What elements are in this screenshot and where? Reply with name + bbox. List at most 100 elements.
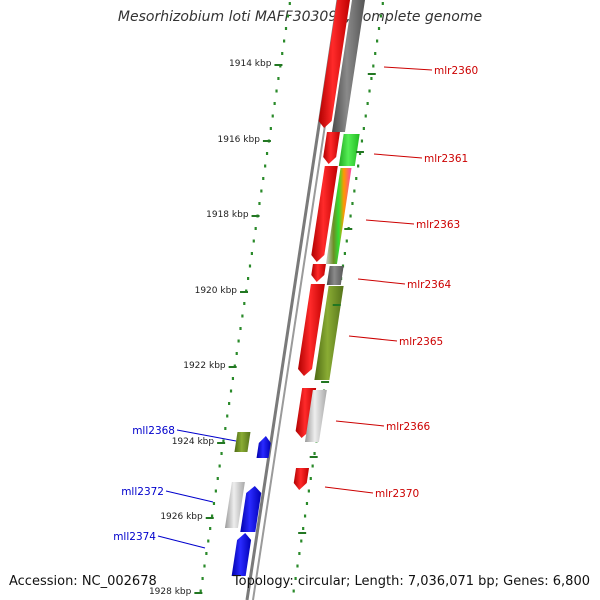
gene-label-mlr2361[interactable]: mlr2361 [424,153,468,165]
gene-leader-line [373,153,423,159]
inner-track-dot [201,577,204,580]
outer-track-dot [374,52,377,55]
gene-block-light [304,390,327,442]
inner-track-dot [224,427,227,430]
gene-label-mlr2366[interactable]: mlr2366 [386,421,431,433]
inner-track-dot [222,439,225,443]
outer-track-dot [309,477,312,480]
gene-label-mlr2370[interactable]: mlr2370 [375,488,419,500]
gene-arrow-mlr2365 [298,284,325,376]
outer-track-dot [300,539,303,543]
gene-label-mlr2365[interactable]: mlr2365 [399,336,443,348]
gene-leader-line [348,335,398,342]
outer-track-dot [355,177,358,180]
gene-label-mll2372[interactable]: mll2372 [121,486,164,498]
inner-track-dot [283,39,286,43]
gene-block-gray [326,266,344,285]
inner-track-dot [216,477,219,480]
inner-track-dot [199,589,202,593]
outer-track-dot [357,164,360,168]
gene-label-mll2374[interactable]: mll2374 [113,531,156,543]
inner-track-dot [281,52,284,55]
inner-track-dot [243,302,246,305]
gene-leader-line [176,429,237,442]
kbp-label: 1926 kbp [160,512,203,522]
gene-arrow-mll2374 [231,533,252,576]
gene-label-mll2368[interactable]: mll2368 [132,425,175,437]
outer-track-dot [364,114,367,118]
inner-track-dot [209,527,212,530]
inner-track-dot [275,89,278,93]
gene-leader-line [357,278,406,285]
gene-block-mll2368 [234,432,251,452]
genome-summary-text: Topology: circular; Length: 7,036,071 bp… [232,574,590,589]
inner-track-dot [250,252,253,255]
outer-track-dot [311,464,314,468]
outer-track-dot [292,589,295,593]
inner-track-dot [218,464,221,468]
inner-track-dot [254,227,257,230]
gene-block-mlr2361 [338,134,360,166]
gene-leader-line [157,535,206,549]
inner-track-dot [220,452,223,455]
outer-track-dot [379,14,383,18]
outer-track-dot [302,527,305,530]
outer-track-dot [351,202,354,205]
gene-label-mlr2363[interactable]: mlr2363 [416,219,460,231]
gene-block-gray [331,0,365,132]
gene-arrow-mll2368 [256,436,271,458]
gene-label-mlr2360[interactable]: mlr2360 [434,65,478,77]
gene-arrow [323,132,340,164]
outer-track-dot [343,252,346,255]
inner-track-dot [226,414,229,418]
outer-track-dot [296,564,299,568]
inner-track-dot [239,327,242,330]
inner-track-dot [271,114,274,118]
inner-track-dot [246,277,250,280]
inner-track-dot [284,27,288,30]
inner-track-dot [252,239,255,243]
gene-leader-line [165,490,214,503]
outer-track-dot [362,127,365,130]
gene-label-mlr2364[interactable]: mlr2364 [407,279,452,291]
outer-track-dot [294,577,297,580]
kbp-label: 1924 kbp [172,437,215,447]
outer-track-dot [313,452,316,455]
inner-track-dot [260,189,263,193]
inner-track-dot [212,502,216,505]
inner-track-dot [229,389,233,393]
gene-block-olive [314,286,344,380]
outer-track-dot [307,489,310,493]
inner-track-dot [205,552,208,555]
outer-track-dot [298,552,301,555]
gene-arrow-mlr2366 [295,388,317,438]
gene-block-multicolor [325,168,352,264]
gene-arrow-mll2372 [240,486,262,532]
outer-track-dot [377,27,381,30]
outer-track-dot [345,239,348,243]
gene-arrow-mlr2363 [311,166,338,262]
outer-track-dot [370,77,373,80]
inner-track-dot [241,314,244,318]
genome-title: Mesorhizobium loti MAFF303099, complete … [117,9,483,25]
gene-leader-line [365,219,415,225]
kbp-label: 1914 kbp [229,59,272,69]
outer-track-dot [366,102,369,105]
outer-track-dot [305,502,309,505]
inner-track-dot [214,489,217,493]
outer-track-dot [358,152,362,155]
kbp-label: 1920 kbp [195,286,238,296]
inner-track-dot [203,564,206,568]
inner-track-dot [273,102,276,105]
kbp-label: 1918 kbp [206,210,249,220]
gene-arrow-mlr2360 [318,0,350,128]
gene-leader-line [324,486,374,494]
gene-block-mll2372 [224,482,245,528]
inner-track-dot [231,377,235,380]
inner-track-dot [288,2,291,5]
kbp-label: 1916 kbp [218,135,261,145]
outer-track-dot [303,514,307,518]
outer-track-dot [368,89,371,93]
